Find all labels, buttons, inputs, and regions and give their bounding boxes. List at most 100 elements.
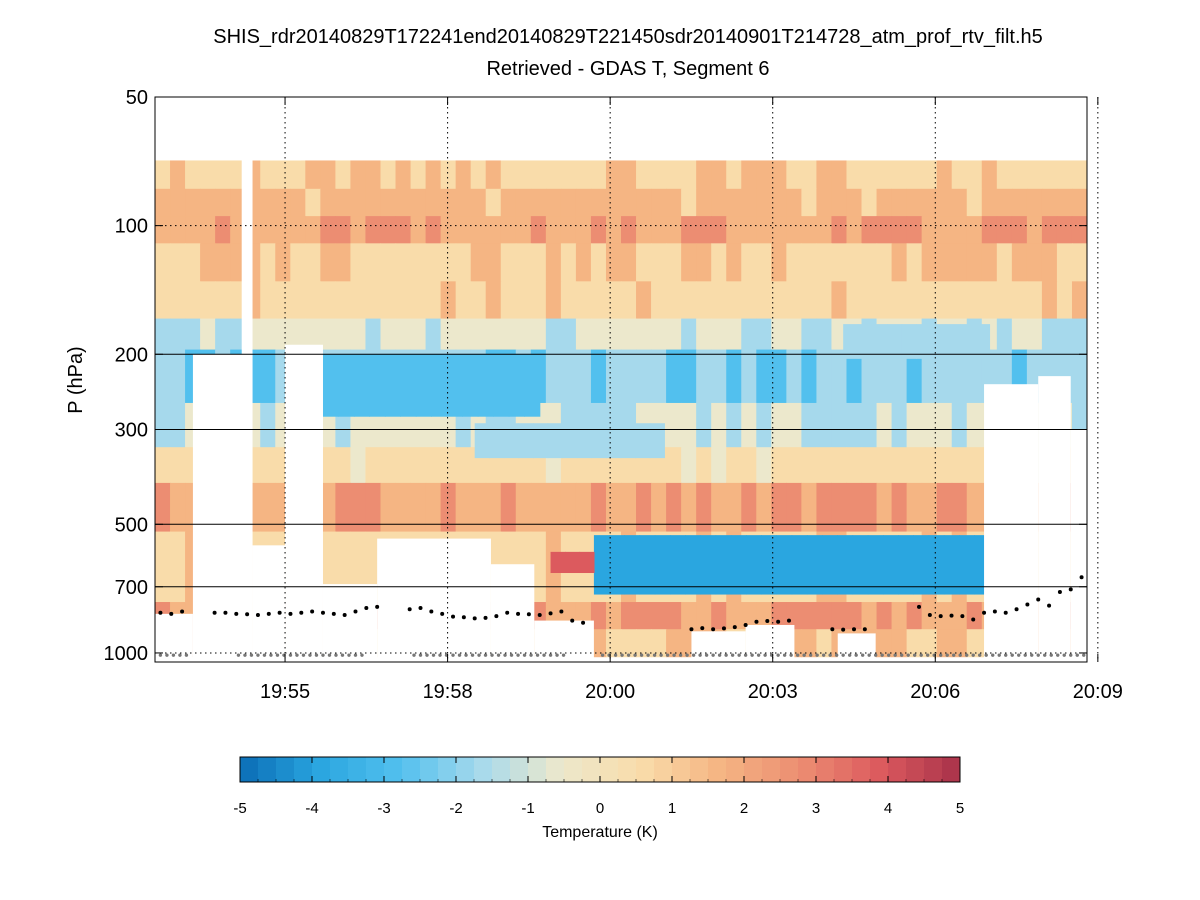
reference-level-marker (1075, 653, 1079, 657)
field-cell (651, 188, 667, 217)
field-cell (275, 243, 291, 282)
reference-level-marker (613, 653, 618, 657)
reference-level-marker (952, 653, 956, 657)
field-cell (335, 216, 352, 244)
field-cell (170, 318, 186, 351)
plot-area (154, 96, 1105, 663)
reference-level-marker (834, 653, 839, 657)
field-cell (605, 216, 622, 244)
field-cell (170, 349, 186, 404)
field-cell (440, 159, 457, 190)
reference-level-marker (353, 653, 358, 657)
field-cell (155, 188, 171, 217)
field-cell (170, 281, 186, 320)
field-cell (320, 447, 336, 484)
surface-pressure-marker (418, 606, 423, 611)
field-cell (590, 243, 607, 282)
feature-cell (649, 423, 665, 459)
field-cell (741, 243, 757, 282)
field-cell (936, 188, 953, 217)
x-tick-label-2003: 20:03 (748, 681, 798, 703)
field-cell (726, 281, 742, 320)
field-cell (170, 531, 186, 603)
reference-level-marker (1030, 653, 1034, 657)
field-cell (350, 188, 367, 217)
field-cell (215, 188, 231, 217)
field-cell (711, 447, 727, 484)
field-cell (951, 188, 968, 217)
reference-level-marker (730, 653, 735, 657)
field-cell (305, 216, 321, 244)
field-cell (996, 188, 1013, 217)
field-cell (621, 482, 637, 533)
field-cell (786, 281, 802, 320)
surface-pressure-marker (234, 611, 239, 616)
colorbar-swatch (474, 757, 493, 782)
field-cell (500, 159, 517, 190)
field-cell (711, 159, 727, 190)
surface-pressure-marker (1101, 551, 1105, 555)
field-cell (831, 281, 848, 320)
x-tick-label-1955: 19:55 (260, 681, 310, 703)
reference-level-marker (477, 653, 481, 657)
field-cell (380, 159, 397, 190)
surface-pressure-marker (830, 627, 835, 632)
field-cell (741, 216, 757, 244)
colorbar-swatch (636, 757, 655, 782)
field-cell (636, 629, 652, 658)
feature-cell (898, 535, 914, 595)
field-cell (485, 243, 502, 282)
surface-pressure-marker (255, 612, 260, 617)
surface-pressure-marker (852, 627, 856, 632)
field-cell (440, 216, 457, 244)
field-cell (951, 243, 968, 282)
field-cell (831, 447, 848, 484)
colorbar-swatch (582, 757, 601, 782)
colorbar-swatch (348, 757, 367, 782)
feature-cell (945, 324, 961, 359)
field-cell (290, 243, 306, 282)
surface-pressure-marker (1025, 602, 1030, 607)
reference-level-marker (626, 653, 631, 657)
field-cell (500, 243, 517, 282)
field-cell (500, 281, 517, 320)
field-cell (1056, 243, 1073, 282)
field-cell (305, 281, 321, 320)
reference-level-marker (743, 653, 748, 657)
field-cell (305, 159, 321, 190)
mask-region (1038, 376, 1071, 662)
feature-cell (477, 354, 494, 417)
feature-cell (916, 324, 932, 359)
field-cell (621, 629, 637, 658)
field-cell (741, 318, 757, 351)
field-cell (1071, 216, 1087, 244)
field-cell (936, 349, 953, 404)
field-cell (215, 159, 231, 190)
field-cell (485, 216, 502, 244)
field-cell (636, 243, 652, 282)
surface-pressure-marker (299, 610, 304, 615)
surface-pressure-marker (765, 619, 770, 624)
field-cell (170, 188, 186, 217)
field-cell (786, 243, 802, 282)
field-cell (350, 447, 367, 484)
field-cell (590, 629, 607, 658)
feature-cell (843, 324, 859, 359)
field-cell (681, 482, 697, 533)
field-cell (530, 243, 547, 282)
surface-pressure-marker (949, 613, 954, 618)
field-cell (846, 216, 863, 244)
reference-level-marker (984, 653, 988, 657)
field-cell (666, 159, 682, 190)
field-cell (906, 402, 923, 448)
reference-level-marker (275, 653, 280, 657)
reference-level-marker (782, 653, 787, 657)
field-cell (455, 318, 472, 351)
field-cell (741, 602, 757, 630)
field-cell (590, 602, 607, 630)
field-cell (681, 318, 697, 351)
reference-level-marker (847, 653, 852, 657)
field-cell (801, 447, 818, 484)
y-tick-labels: 50 100 200 300 500 700 1000 (104, 87, 149, 665)
feature-cell (882, 535, 899, 595)
